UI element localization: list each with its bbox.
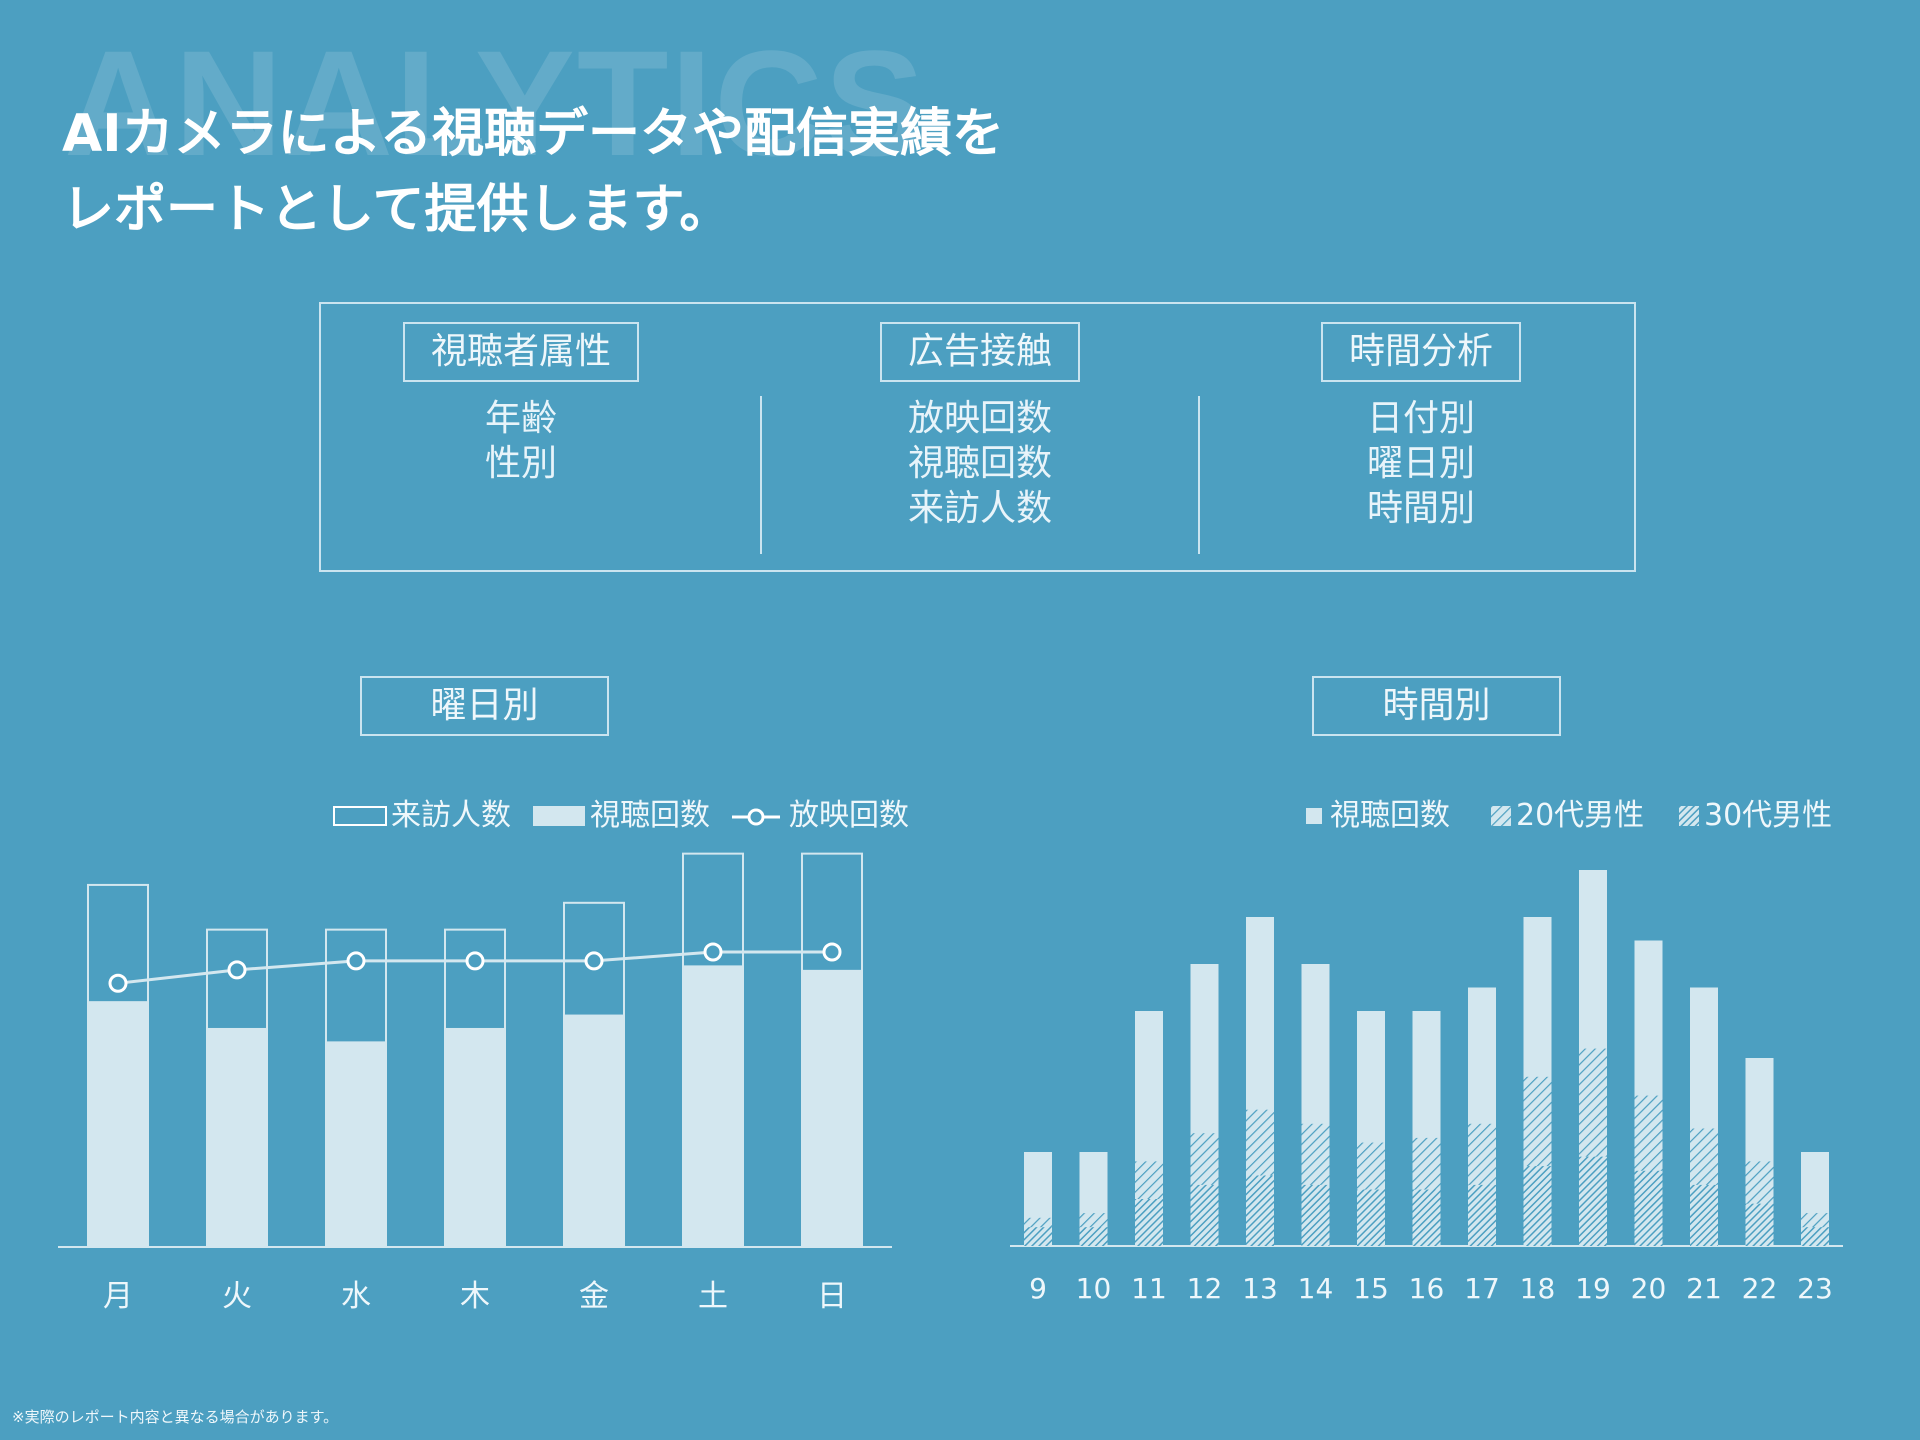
hourly-tick-label: 11: [1131, 1272, 1167, 1305]
hourly-tick-label: 14: [1298, 1272, 1334, 1305]
hourly-tick-label: 18: [1520, 1272, 1556, 1305]
hourly-chart: 9 10 11 12 13 14 15 16 17 18 19 20 21 22 23: [1010, 870, 1843, 1305]
summary-item: 時間別: [1366, 488, 1475, 529]
broadcasts-point: [346, 951, 366, 971]
headline-line-1: AIカメラによる視聴データや配信実績を: [62, 104, 1005, 164]
weekday-tick-label: 日: [817, 1279, 847, 1314]
hourly-chart-title: 時間別: [1312, 676, 1561, 736]
summary-item: 性別: [484, 443, 557, 484]
summary-item: 年齢: [484, 398, 557, 439]
weekday-tick-label: 月: [103, 1279, 133, 1314]
summary-divider: [1198, 396, 1200, 554]
summary-item: 視聴回数: [907, 443, 1052, 484]
weekday-chart-title: 曜日別: [360, 676, 609, 736]
legend-male20s-label: 20代男性: [1516, 798, 1645, 833]
hourly-tick-label: 15: [1353, 1272, 1389, 1305]
hourly-tick-label: 9: [1029, 1272, 1047, 1305]
weekday-tick-label: 土: [698, 1279, 728, 1314]
male30s-segment: [1190, 1184, 1219, 1246]
hourly-tick-label: 23: [1797, 1272, 1833, 1305]
views-bar: [564, 1014, 624, 1247]
views-bar: [207, 1027, 267, 1247]
views-bar: [683, 965, 743, 1247]
male30s-segment: [1579, 1156, 1607, 1246]
broadcasts-point: [822, 942, 842, 962]
hourly-tick-label: 10: [1076, 1272, 1112, 1305]
views-bar: [326, 1041, 386, 1247]
summary-column-audience: 視聴者属性 年齢 性別: [311, 322, 731, 486]
legend-hatch-light-icon: [1491, 806, 1511, 826]
weekday-chart: 月火水木金土日: [58, 852, 892, 1314]
legend-visitors-label: 来訪人数: [391, 798, 511, 833]
hourly-tick-label: 20: [1631, 1272, 1667, 1305]
legend-line-marker-icon: [732, 808, 780, 826]
summary-column-time-analysis: 時間分析 日付別 曜日別 時間別: [1211, 322, 1631, 531]
views-bar: [802, 969, 862, 1247]
weekday-tick-label: 木: [460, 1279, 490, 1314]
male30s-segment: [1024, 1227, 1052, 1246]
views-bar: [88, 1001, 148, 1247]
male30s-segment: [1523, 1166, 1552, 1246]
summary-column-title: 時間分析: [1320, 322, 1521, 382]
summary-divider: [760, 396, 762, 554]
summary-column-title: 視聴者属性: [402, 322, 639, 382]
hourly-tick-label: 12: [1187, 1272, 1223, 1305]
headline: AIカメラによる視聴データや配信実績を レポートとして提供します。: [62, 96, 1004, 248]
legend-swatch-filled: [533, 806, 585, 826]
hourly-tick-label: 17: [1464, 1272, 1500, 1305]
summary-column-title: 広告接触: [879, 322, 1080, 382]
legend-swatch-views: [1306, 808, 1322, 824]
legend-male30s-label: 30代男性: [1704, 798, 1833, 833]
broadcasts-point: [465, 951, 485, 971]
headline-line-2: レポートとして提供します。: [62, 180, 732, 240]
summary-column-ad-contact: 広告接触 放映回数 視聴回数 来訪人数: [770, 322, 1190, 531]
male30s-segment: [1468, 1184, 1496, 1246]
report-summary-box: 視聴者属性 年齢 性別 広告接触 放映回数 視聴回数 来訪人数 時間分析 日付別…: [319, 302, 1636, 572]
summary-item: 曜日別: [1366, 443, 1475, 484]
legend-hourly-views-label: 視聴回数: [1330, 798, 1450, 833]
legend-hatch-dense-icon: [1679, 806, 1699, 826]
legend-swatch-outline: [333, 806, 387, 826]
weekday-tick-label: 金: [579, 1279, 609, 1314]
legend-broadcasts-label: 放映回数: [789, 798, 909, 833]
male30s-segment: [1801, 1227, 1829, 1246]
male30s-segment: [1135, 1199, 1163, 1246]
summary-item: 日付別: [1366, 398, 1475, 439]
hourly-tick-label: 22: [1742, 1272, 1778, 1305]
views-bar: [445, 1027, 505, 1247]
broadcasts-point: [703, 942, 723, 962]
male30s-segment: [1690, 1184, 1718, 1246]
footnote: ※実際のレポート内容と異なる場合があります。: [12, 1408, 339, 1426]
male30s-segment: [1412, 1189, 1441, 1246]
male30s-segment: [1246, 1175, 1274, 1246]
male30s-segment: [1357, 1189, 1385, 1246]
male30s-segment: [1745, 1203, 1774, 1246]
male30s-segment: [1634, 1170, 1663, 1246]
summary-item: 放映回数: [907, 398, 1052, 439]
hourly-tick-label: 19: [1575, 1272, 1611, 1305]
hourly-tick-label: 13: [1242, 1272, 1278, 1305]
male30s-segment: [1079, 1227, 1108, 1246]
weekday-tick-label: 水: [341, 1279, 371, 1314]
watermark-text: ANALYTICS: [64, 19, 927, 187]
broadcasts-point: [227, 960, 247, 980]
legend-views-label: 視聴回数: [590, 798, 710, 833]
hourly-tick-label: 16: [1409, 1272, 1445, 1305]
broadcasts-point: [584, 951, 604, 971]
broadcasts-point: [108, 973, 128, 993]
weekday-tick-label: 火: [222, 1279, 252, 1314]
male30s-segment: [1301, 1184, 1330, 1246]
hourly-tick-label: 21: [1686, 1272, 1722, 1305]
summary-item: 来訪人数: [907, 488, 1052, 529]
